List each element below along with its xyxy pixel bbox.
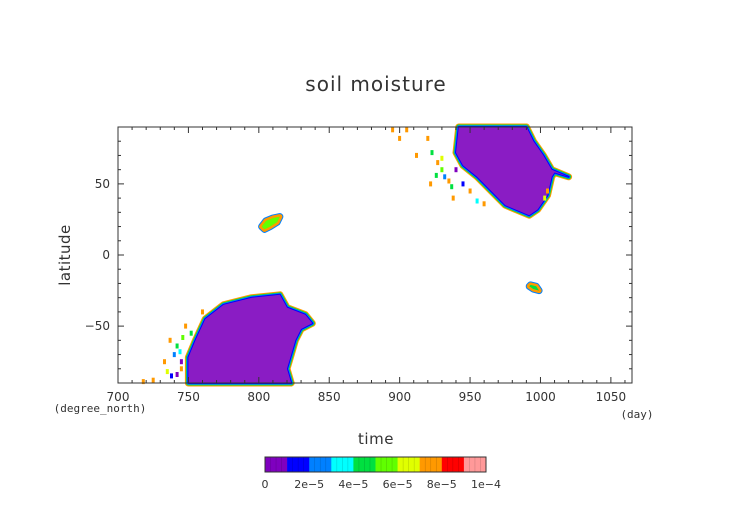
y-axis-ticks: 50 0 −50 xyxy=(85,126,632,384)
speckle-patch xyxy=(141,379,145,385)
speckle-patch xyxy=(168,337,172,343)
colorbar-swatch xyxy=(441,457,465,472)
speckle-patch xyxy=(461,181,465,187)
data-marks xyxy=(141,123,573,387)
contour-region-1 xyxy=(452,123,573,219)
speckle-patch xyxy=(151,377,155,383)
speckle-patch xyxy=(451,195,455,201)
colorbar-tick-label: 2e−5 xyxy=(294,478,324,491)
contour-fill xyxy=(188,294,313,383)
colorbar-swatch xyxy=(397,457,420,472)
speckle-patch xyxy=(163,359,166,365)
speckle-patch xyxy=(468,188,472,194)
speckle-patch xyxy=(440,155,444,161)
speckle-patch xyxy=(178,349,182,355)
colorbar-swatch xyxy=(265,457,288,472)
speckle-patch xyxy=(450,184,454,190)
speckle-patch xyxy=(175,343,179,349)
speckle-patch xyxy=(430,150,434,156)
x-tick-label: 850 xyxy=(318,390,341,404)
speckle-patch xyxy=(546,188,549,194)
speckle-patch xyxy=(391,127,395,133)
colorbar-frame xyxy=(264,456,487,473)
speckle-patch xyxy=(454,167,458,173)
colorbar-swatch xyxy=(419,457,443,472)
contour-region-0 xyxy=(184,291,316,387)
speckle-patch xyxy=(443,174,447,180)
speckle-patch xyxy=(170,373,173,379)
x-tick-label: 1050 xyxy=(596,390,627,404)
colorbar-swatch xyxy=(331,457,354,472)
colorbar-tick-label: 8e−5 xyxy=(427,478,457,491)
speckle-patch xyxy=(436,160,440,166)
x-unit-label: (day) xyxy=(620,408,653,421)
speckle-patch xyxy=(179,359,183,365)
speckle-patch xyxy=(172,352,176,358)
x-tick-label: 800 xyxy=(247,390,270,404)
plot-area: 700 750 800 850 900 950 1000 1050 50 0 −50 xyxy=(85,123,633,404)
speckle-patch xyxy=(189,330,193,336)
speckle-patch xyxy=(475,198,479,204)
colorbar-swatch xyxy=(463,457,487,472)
speckle-patch xyxy=(181,335,185,340)
colorbar-tick-label: 1e−4 xyxy=(471,478,501,491)
colorbar-tick-label: 6e−5 xyxy=(383,478,413,491)
contour-fill xyxy=(456,127,569,216)
y-unit-label: (degree_north) xyxy=(54,402,147,415)
speckle-patch xyxy=(184,323,188,329)
x-tick-label: 950 xyxy=(459,390,482,404)
x-axis-ticks: 700 750 800 850 900 950 1000 1050 xyxy=(107,127,627,404)
colorbar: 0 2e−5 4e−5 6e−5 8e−5 1e−4 xyxy=(262,456,501,491)
colorbar-swatch xyxy=(375,457,398,472)
speckle-patch xyxy=(426,135,430,141)
speckle-patch xyxy=(398,135,402,141)
speckle-patch xyxy=(201,309,204,315)
colorbar-tick-label: 0 xyxy=(262,478,269,491)
speckle-patch xyxy=(434,172,438,178)
speckle-patch xyxy=(543,195,547,201)
x-tick-label: 1000 xyxy=(525,390,556,404)
contour-region-3 xyxy=(525,281,543,295)
colorbar-swatch xyxy=(353,457,376,472)
speckle-patch xyxy=(440,167,444,173)
contour-fill xyxy=(261,216,280,230)
chart-title: soil moisture xyxy=(305,72,446,96)
speckle-patch xyxy=(165,369,169,375)
contour-region-2 xyxy=(258,213,284,233)
x-tick-label: 750 xyxy=(177,390,200,404)
speckle-patch xyxy=(415,152,418,158)
speckle-patch xyxy=(447,178,451,184)
y-tick-label: 50 xyxy=(95,177,110,191)
colorbar-tick-label: 4e−5 xyxy=(338,478,368,491)
speckle-patch xyxy=(405,127,409,133)
x-tick-label: 900 xyxy=(388,390,411,404)
y-tick-label: 0 xyxy=(102,248,110,262)
colorbar-swatch xyxy=(309,457,332,472)
y-tick-label: −50 xyxy=(85,319,110,333)
speckle-patch xyxy=(482,201,486,207)
contour-fill xyxy=(529,284,540,291)
contour-edge xyxy=(259,214,283,232)
speckle-patch xyxy=(175,372,179,377)
x-axis-label: time xyxy=(358,430,394,448)
speckle-patch xyxy=(429,181,433,187)
colorbar-swatch xyxy=(287,457,310,472)
x-tick-label: 700 xyxy=(107,390,130,404)
speckle-patch xyxy=(179,366,183,372)
y-axis-label: latitude xyxy=(56,224,74,286)
